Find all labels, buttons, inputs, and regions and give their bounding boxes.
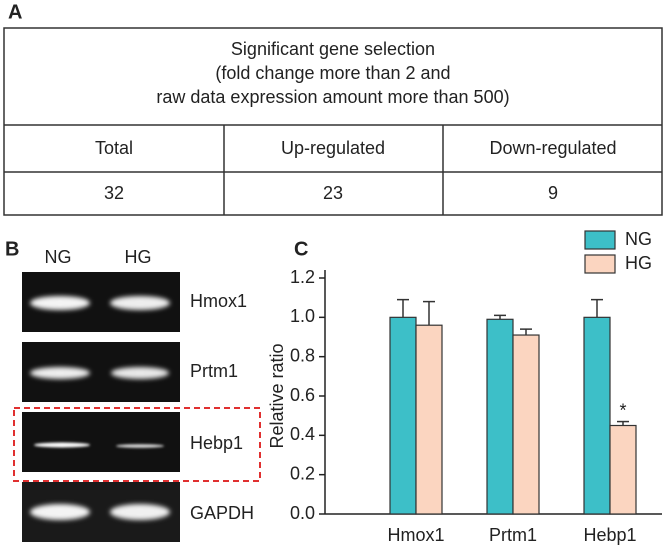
bar: [415, 324, 443, 515]
lane-label: NG: [45, 247, 72, 267]
table-cell: 23: [323, 183, 343, 203]
table-title: raw data expression amount more than 500…: [156, 87, 509, 107]
bar: [389, 316, 417, 515]
gene-label: Hebp1: [190, 433, 243, 453]
x-tick-label: Hmox1: [387, 525, 444, 545]
y-tick-label: 0.4: [290, 424, 315, 444]
table-cell: 9: [548, 183, 558, 203]
panel-label: C: [294, 238, 308, 260]
highlight-box: [13, 407, 261, 482]
bar: [486, 318, 514, 515]
table-header: Up-regulated: [281, 138, 385, 158]
chart: 0.0 0.2 0.4 0.6 0.8 1.0 1.2 Hmox1 Prtm1 Hebp1 * NG H…: [290, 229, 662, 545]
table-cell: 32: [104, 183, 124, 203]
y-axis-label: Relative ratio: [267, 343, 287, 448]
table-title: (fold change more than 2 and: [215, 63, 450, 83]
table-border: [3, 27, 663, 216]
table-header: Total: [95, 138, 133, 158]
gel: [22, 272, 180, 542]
panel-label: A: [8, 1, 22, 23]
y-tick-label: 1.2: [290, 267, 315, 287]
y-tick-label: 0.8: [290, 345, 315, 365]
legend-swatch: [584, 230, 616, 250]
legend-label: HG: [625, 253, 652, 273]
table-header: Down-regulated: [489, 138, 616, 158]
legend-swatch: [584, 254, 616, 274]
gene-label: Prtm1: [190, 361, 238, 381]
y-tick-label: 1.0: [290, 306, 315, 326]
legend-label: NG: [625, 229, 652, 249]
bar: [583, 316, 611, 515]
x-tick-label: Hebp1: [583, 525, 636, 545]
bar: [512, 334, 540, 515]
gene-label: GAPDH: [190, 503, 254, 523]
y-tick-label: 0.0: [290, 503, 315, 523]
lane-label: HG: [125, 247, 152, 267]
y-tick-label: 0.6: [290, 385, 315, 405]
x-tick-label: Prtm1: [489, 525, 537, 545]
annotation: *: [619, 400, 626, 420]
table: [3, 27, 663, 216]
panel-label: B: [5, 238, 19, 260]
bar: [609, 424, 637, 515]
table-title: Significant gene selection: [231, 39, 435, 59]
y-tick-label: 0.2: [290, 463, 315, 483]
gene-label: Hmox1: [190, 291, 247, 311]
